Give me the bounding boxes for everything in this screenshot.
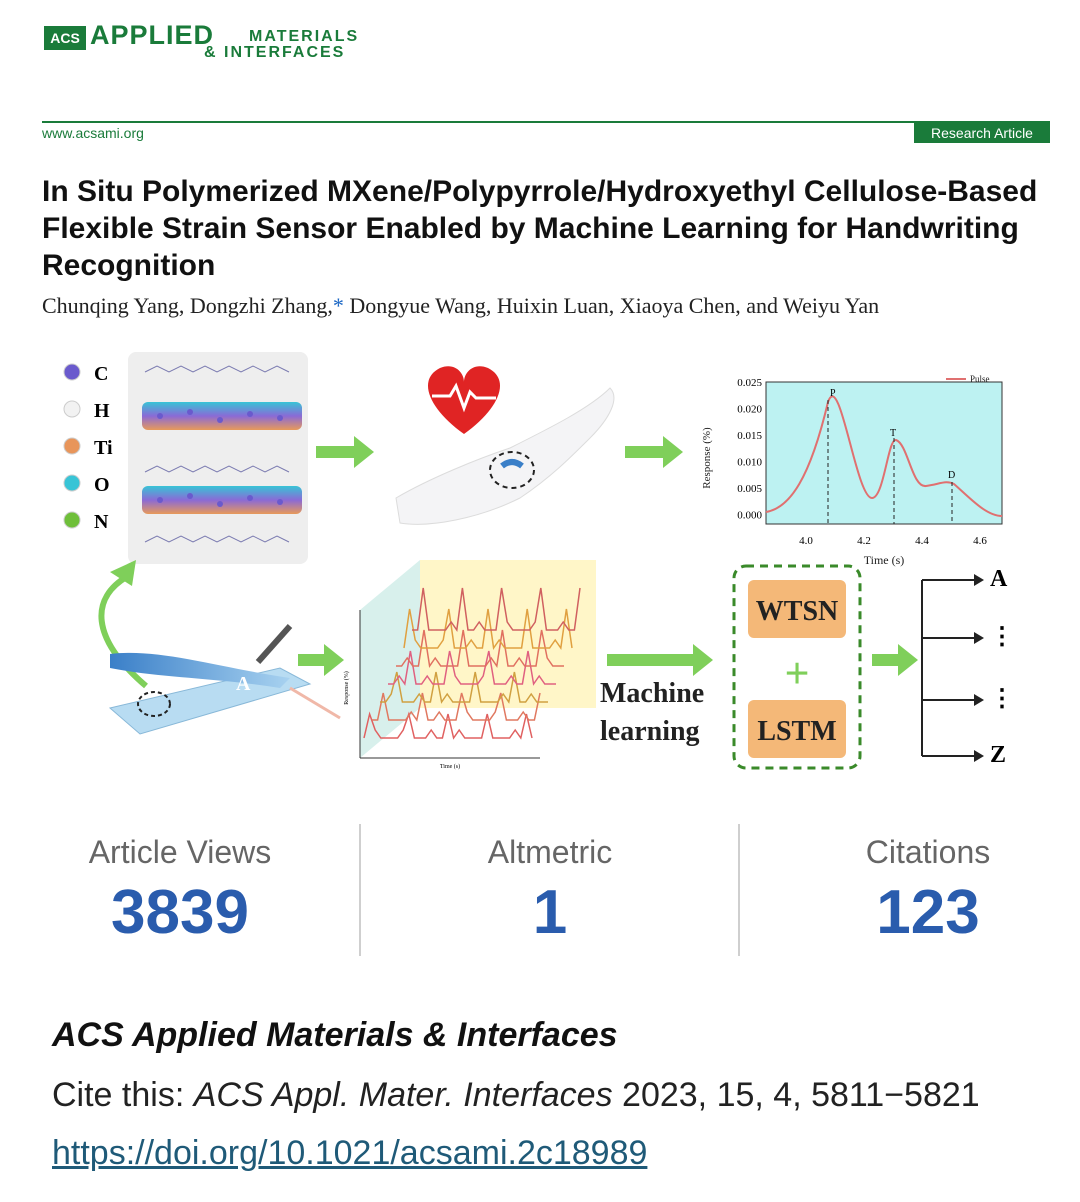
plus-label: + — [784, 649, 809, 698]
peak-d: D — [948, 470, 955, 481]
journal-logo: ACS APPLIED MATERIALS & INTERFACES — [44, 20, 364, 62]
pulse-xtick: 4.6 — [973, 535, 987, 547]
element-dot — [63, 400, 81, 418]
curved-arrow-head — [110, 560, 136, 586]
article-metrics: Article Views 3839 Altmetric 1 Citations… — [0, 820, 1080, 960]
flexible-film-image: A — [108, 624, 341, 735]
element-dot — [63, 437, 81, 455]
metric-value: 3839 — [111, 878, 249, 947]
article-type-badge: Research Article — [914, 123, 1050, 143]
waterfall-trace — [380, 671, 548, 704]
pulse-chart: Pulse 0.025 0.020 0.015 0.010 0.005 0.000 4.0… — [701, 374, 1003, 567]
metric-divider — [738, 824, 740, 956]
header-rule — [42, 121, 1050, 123]
logo-acs: ACS — [44, 26, 86, 50]
molecular-structure-image — [128, 352, 308, 564]
element-label: C — [94, 363, 108, 385]
author-list: Chunqing Yang, Dongzhi Zhang,* Dongyue W… — [42, 293, 879, 319]
output-tree — [921, 579, 974, 757]
waterfall-plot: Response (%) Time (s) — [343, 560, 596, 770]
svg-text:A: A — [236, 673, 251, 695]
metric-article-views[interactable]: Article Views 3839 — [0, 820, 360, 948]
pulse-ytick: 0.010 — [737, 457, 762, 469]
model-box: WTSN + LSTM — [732, 564, 862, 770]
site-url[interactable]: www.acsami.org — [42, 125, 144, 141]
learning-label: learning — [600, 716, 700, 747]
flow-arrows — [298, 436, 918, 676]
metric-citations[interactable]: Citations 123 — [748, 820, 1080, 948]
waterfall-xlabel: Time (s) — [440, 763, 460, 770]
metric-label: Article Views — [88, 834, 272, 870]
pulse-xlabel: Time (s) — [864, 553, 905, 567]
element-label: Ti — [94, 437, 113, 459]
wtsn-label: WTSN — [756, 596, 838, 627]
logo-materials: MATERIALS — [249, 28, 360, 45]
waterfall-trace — [412, 587, 581, 633]
cite-journal-abbrev: ACS Appl. Mater. Interfaces — [193, 1076, 613, 1114]
waterfall-trace — [363, 711, 533, 740]
corresponding-author-star: * — [332, 293, 344, 318]
graphical-abstract: CH Ti ON Pulse — [63, 352, 1014, 770]
pulse-legend: Pulse — [970, 374, 990, 384]
metric-label: Altmetric — [487, 834, 613, 870]
pulse-ytick: 0.025 — [737, 377, 762, 389]
waterfall-ylabel: Response (%) — [343, 671, 350, 705]
authors-first: Chunqing Yang, Dongzhi Zhang, — [42, 293, 333, 318]
pulse-ytick: 0.005 — [737, 483, 762, 495]
metric-label: Citations — [865, 834, 991, 870]
cite-details: 2023, 15, 4, 5811−5821 — [612, 1076, 980, 1114]
output-z: Z — [990, 742, 1006, 768]
peak-p: P — [830, 388, 836, 399]
waterfall-trace — [403, 608, 573, 650]
output-dots-1: ⋮ — [990, 624, 1014, 650]
output-dots-2: ⋮ — [990, 686, 1014, 712]
element-dot — [63, 474, 81, 492]
doi-link[interactable]: https://doi.org/10.1021/acsami.2c18989 — [52, 1134, 648, 1172]
waterfall-trace — [372, 692, 541, 722]
element-legend: CH Ti ON — [63, 363, 113, 533]
pulse-xtick: 4.4 — [915, 535, 929, 547]
metric-divider — [359, 824, 361, 956]
element-label: N — [94, 511, 109, 533]
logo-applied: APPLIED — [90, 20, 215, 50]
element-dot — [63, 511, 81, 529]
element-label: O — [94, 474, 110, 496]
heart-icon — [427, 366, 501, 434]
metric-altmetric[interactable]: Altmetric 1 — [370, 820, 730, 948]
pulse-ylabel: Response (%) — [701, 427, 713, 489]
output-arrowheads — [974, 574, 984, 762]
lstm-label: LSTM — [757, 716, 836, 747]
article-title: In Situ Polymerized MXene/Polypyrrole/Hy… — [42, 175, 1038, 282]
pulse-ytick: 0.015 — [737, 430, 762, 442]
pulse-xtick: 4.0 — [799, 535, 813, 547]
element-label: H — [94, 400, 110, 422]
pulse-ytick: 0.020 — [737, 404, 762, 416]
cite-prefix: Cite this: — [52, 1076, 194, 1114]
metric-value: 1 — [532, 878, 568, 947]
element-dot — [63, 363, 81, 381]
metric-value: 123 — [876, 878, 980, 947]
waterfall-trace — [388, 650, 556, 686]
output-a: A — [990, 566, 1008, 592]
machine-label: Machine — [600, 678, 704, 709]
waterfall-trace — [396, 629, 564, 668]
peak-t: T — [890, 428, 896, 439]
journal-name: ACS Applied Materials & Interfaces — [52, 1016, 618, 1054]
pulse-ytick: 0.000 — [737, 510, 762, 522]
cite-line: Cite this: ACS Appl. Mater. Interfaces 2… — [52, 1076, 980, 1115]
pulse-xtick: 4.2 — [857, 535, 871, 547]
logo-interfaces: & INTERFACES — [204, 44, 346, 61]
wrist-sensor-image — [395, 387, 615, 525]
authors-rest: Dongyue Wang, Huixin Luan, Xiaoya Chen, … — [343, 293, 880, 318]
